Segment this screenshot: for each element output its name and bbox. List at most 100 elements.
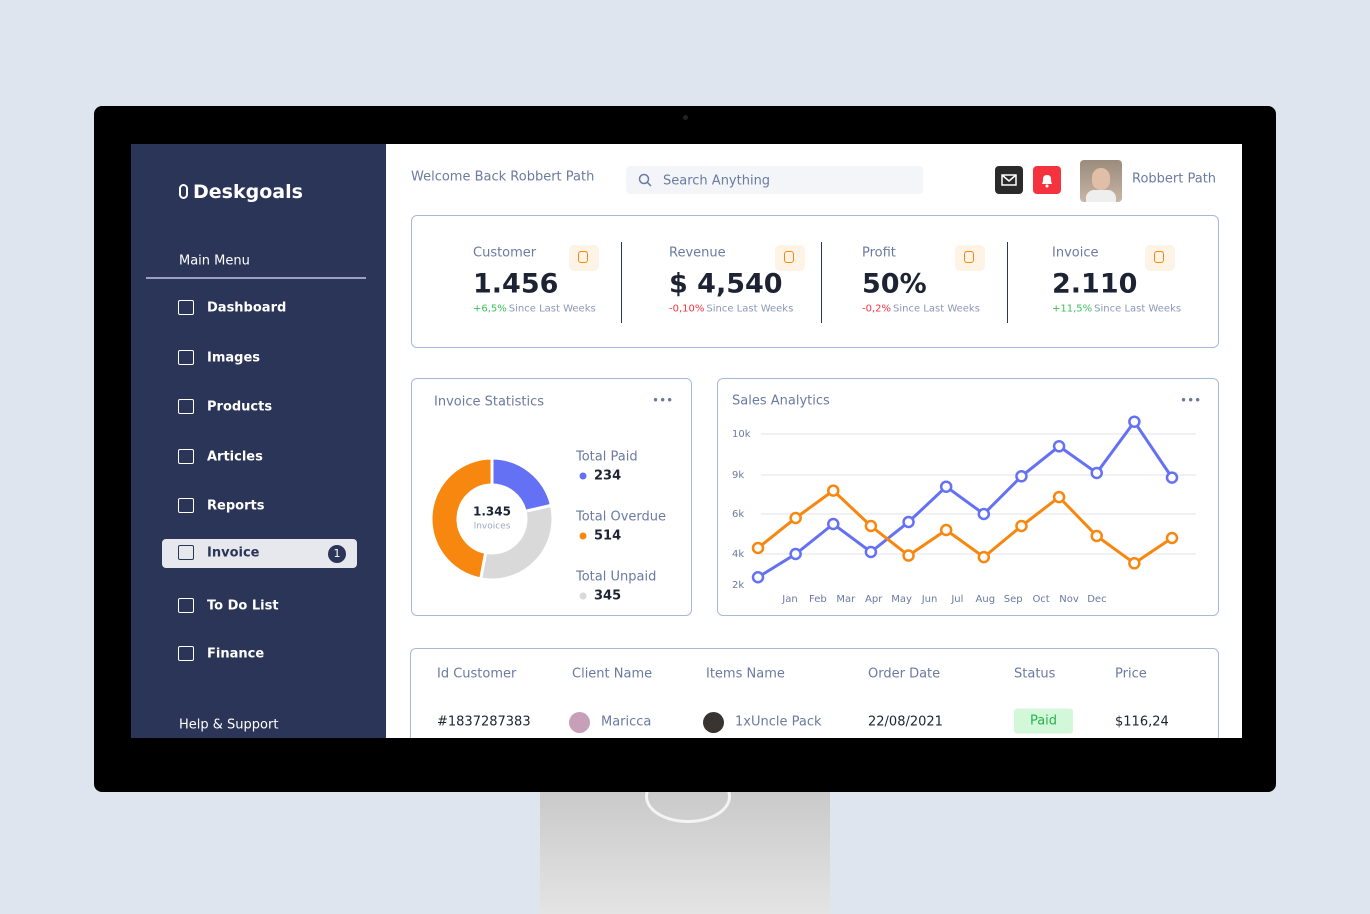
column-header: Client Name xyxy=(572,666,653,682)
menu-icon xyxy=(178,399,194,414)
note: Since Last Weeks xyxy=(706,303,794,315)
line-point xyxy=(939,480,953,493)
menu-item[interactable]: Reports xyxy=(207,498,265,514)
legend-name: Total Paid xyxy=(575,450,638,465)
stat-icon xyxy=(569,245,599,271)
stat-icon xyxy=(775,245,805,271)
search-box[interactable]: Search Anything xyxy=(626,166,923,194)
menu-item[interactable]: Articles xyxy=(207,449,263,465)
line-point xyxy=(1165,471,1179,484)
y-tick-label: 4k xyxy=(732,549,744,560)
bell-button[interactable] xyxy=(1033,166,1061,194)
table-cell: #1837287383 xyxy=(437,714,531,730)
mail-button[interactable] xyxy=(995,166,1023,194)
menu-item[interactable]: Invoice xyxy=(207,545,260,561)
line-point xyxy=(977,550,991,564)
invoice-chart: Invoice Statistics ••• 1.345 Invoices Total … xyxy=(429,394,673,604)
bell-icon xyxy=(1042,175,1052,188)
line-point xyxy=(1052,490,1066,504)
sales-card: Sales Analytics ••• 10k 9k 6k 4k 2k Jan Feb Mar Ap… xyxy=(717,378,1219,616)
line-point xyxy=(939,523,953,537)
user-name: Robbert Path xyxy=(1132,171,1217,187)
line-point xyxy=(864,519,878,533)
line-point xyxy=(789,547,802,561)
x-tick-label: Oct xyxy=(1032,594,1049,605)
x-tick-label: Jul xyxy=(950,594,963,605)
stats-card: Customer 1.456 +6,5% Since Last Weeks Revenu… xyxy=(411,215,1219,348)
stand-ring xyxy=(645,770,731,823)
line-point xyxy=(751,571,765,584)
divider xyxy=(621,242,622,323)
stat-label: Customer xyxy=(473,245,537,261)
change: +6,5% xyxy=(473,303,507,315)
divider xyxy=(821,242,822,323)
menu-icon xyxy=(178,350,194,365)
menu-icon xyxy=(178,449,194,464)
mail-icon xyxy=(1001,174,1017,186)
line-point xyxy=(1090,529,1103,543)
legend-dot xyxy=(579,532,587,540)
table-cell: Maricca xyxy=(601,714,652,730)
line-point xyxy=(751,541,765,555)
x-tick-label: May xyxy=(891,594,912,605)
menu-icon xyxy=(178,300,194,315)
stat-value: $ 4,540 xyxy=(669,268,783,300)
line-point xyxy=(1015,519,1028,533)
menu-item[interactable]: Dashboard xyxy=(207,300,287,316)
chart-title: Sales Analytics xyxy=(732,394,830,409)
note: Since Last Weeks xyxy=(1094,303,1182,315)
center-value: 1.345 xyxy=(473,505,511,519)
avatar[interactable] xyxy=(1080,160,1122,202)
donut-center xyxy=(458,485,526,553)
divider xyxy=(1007,242,1008,323)
line-point xyxy=(1165,531,1179,545)
stat-label: Profit xyxy=(862,245,896,261)
search-placeholder: Search Anything xyxy=(663,173,771,189)
stat-icon xyxy=(955,245,985,271)
table-cell: 22/08/2021 xyxy=(868,714,943,730)
y-tick-label: 2k xyxy=(732,580,744,591)
change: -0,2% xyxy=(862,303,892,315)
line-point xyxy=(1090,466,1103,480)
note: Since Last Weeks xyxy=(893,303,980,315)
avatar xyxy=(569,712,590,733)
column-header: Status xyxy=(1014,666,1056,682)
stat-change: +11,5% Since Last Weeks xyxy=(1052,304,1181,315)
menu-icon xyxy=(178,598,194,613)
brand-logo xyxy=(179,184,188,199)
y-tick-label: 10k xyxy=(732,429,751,440)
y-tick-label: 9k xyxy=(732,470,744,481)
menu-dots: ••• xyxy=(1180,394,1201,408)
line-point xyxy=(902,549,915,562)
x-tick-label: Apr xyxy=(865,594,883,605)
x-tick-label: Aug xyxy=(976,594,996,605)
stat-label: Invoice xyxy=(1052,245,1099,261)
legend-name: Total Unpaid xyxy=(575,570,656,585)
welcome: Welcome Back Robbert Path xyxy=(411,169,595,185)
stat-value: 1.456 xyxy=(473,268,559,300)
brand: Deskgoals xyxy=(193,181,303,203)
line-point xyxy=(827,517,840,531)
screen: Deskgoals Main Menu Help & Support Dashb… xyxy=(131,144,1242,738)
line-point xyxy=(902,515,915,529)
invoice-card: Invoice Statistics ••• 1.345 Invoices Total … xyxy=(411,378,692,616)
menu-item[interactable]: Products xyxy=(207,399,273,415)
stat-label: Revenue xyxy=(669,245,726,261)
legend-value: 514 xyxy=(594,529,621,544)
stat-value: 2.110 xyxy=(1052,268,1138,300)
change: -0,10% xyxy=(669,303,705,315)
menu-item[interactable]: Finance xyxy=(207,646,265,662)
table-cell: 1xUncle Pack xyxy=(735,714,822,730)
divider xyxy=(146,277,366,279)
column-header: Items Name xyxy=(706,666,785,682)
menu-item[interactable]: Images xyxy=(207,350,261,366)
search-icon xyxy=(638,173,652,187)
x-tick-label: Jun xyxy=(921,594,938,605)
line-series xyxy=(757,419,1174,579)
menu-dots: ••• xyxy=(652,394,673,408)
menu-item[interactable]: To Do List xyxy=(207,598,279,614)
x-tick-label: Mar xyxy=(836,594,856,605)
change: +11,5% xyxy=(1052,303,1093,315)
help-link[interactable]: Help & Support xyxy=(179,717,279,733)
